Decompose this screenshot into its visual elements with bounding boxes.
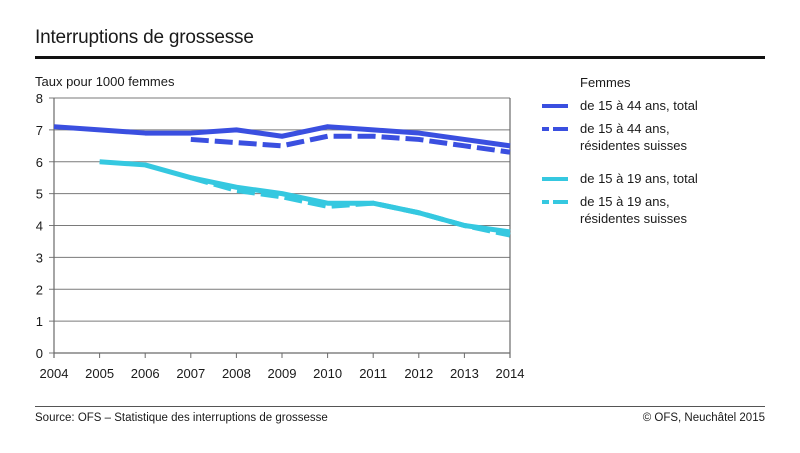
y-tick-label: 4 [36,219,43,234]
y-tick-label: 3 [36,250,43,265]
footer-rule [35,406,765,407]
y-tick-label: 5 [36,187,43,202]
legend-item: de 15 à 44 ans, résidentes suisses [542,120,772,160]
legend-item: de 15 à 44 ans, total [542,97,772,137]
x-tick-label: 2009 [268,366,297,381]
x-tick-label: 2005 [85,366,114,381]
x-tick-label: 2011 [359,366,387,381]
y-tick-label: 7 [36,123,43,138]
y-tick-label: 0 [36,346,43,361]
legend-item: de 15 à 19 ans, total [542,170,772,210]
legend-swatch [542,127,568,131]
x-tick-label: 2008 [222,366,251,381]
legend-label: de 15 à 19 ans, résidentes suisses [580,194,687,226]
y-tick-label: 8 [36,91,43,106]
x-tick-label: 2014 [496,366,525,381]
y-axis-label: Taux pour 1000 femmes [35,74,175,89]
copyright-note: © OFS, Neuchâtel 2015 [642,412,765,424]
series-line-3 [99,159,511,235]
legend-swatch [542,177,568,181]
y-tick-label: 1 [36,314,43,329]
chart-title: Interruptions de grossesse [35,27,254,48]
x-tick-label: 2004 [40,366,69,381]
legend-swatch [542,200,568,204]
legend-label: de 15 à 44 ans, total [580,98,698,113]
legend-title: Femmes [580,75,631,90]
series-line-1 [53,124,511,149]
source-note: Source: OFS – Statistique des interrupti… [35,412,328,424]
x-tick-label: 2010 [313,366,342,381]
y-tick-label: 6 [36,155,43,170]
x-tick-label: 2007 [176,366,205,381]
legend-swatch [542,104,568,108]
x-tick-label: 2012 [404,366,433,381]
legend-label: de 15 à 19 ans, total [580,171,698,186]
series-line-4 [190,175,511,238]
x-tick-label: 2006 [131,366,160,381]
series-line-2 [190,133,511,155]
legend-label: de 15 à 44 ans, résidentes suisses [580,121,687,153]
legend-item: de 15 à 19 ans, résidentes suisses [542,193,772,233]
title-rule [35,56,765,59]
y-tick-label: 2 [36,282,43,297]
x-tick-label: 2013 [450,366,479,381]
